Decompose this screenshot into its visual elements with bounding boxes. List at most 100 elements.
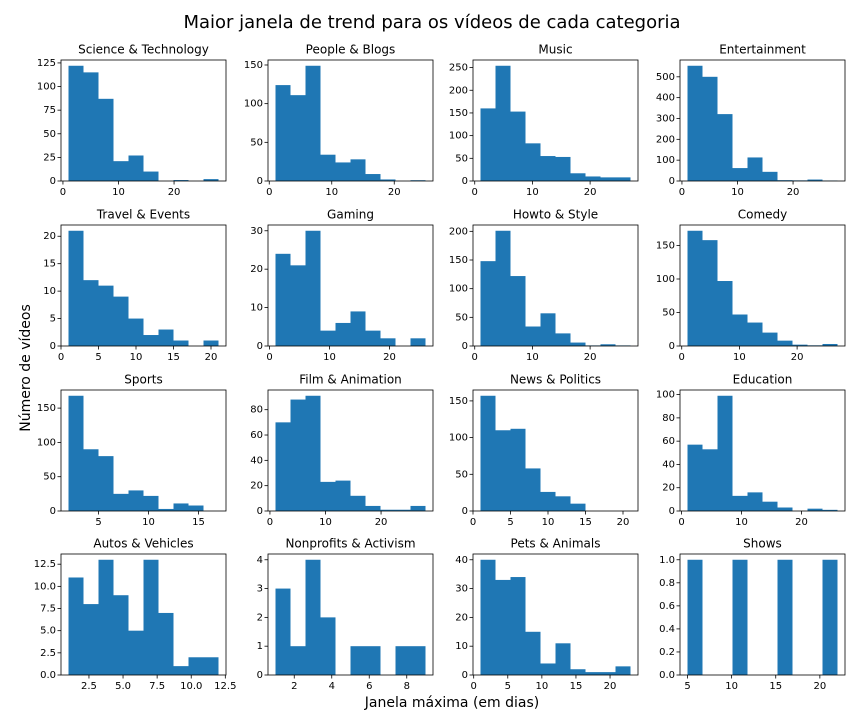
histogram-bar	[570, 669, 586, 675]
histogram-bar	[480, 261, 496, 346]
x-tick-label: 0	[679, 352, 685, 363]
axes-frame	[472, 389, 639, 512]
histogram-bar	[762, 501, 778, 511]
histogram-bar	[380, 179, 396, 181]
histogram-bar	[173, 340, 189, 346]
histogram-bar	[807, 508, 823, 511]
histogram-bar	[83, 72, 99, 181]
x-tick-label: 10	[325, 187, 338, 198]
y-tick-label: 50	[455, 153, 468, 164]
histogram-bar	[143, 335, 159, 346]
y-tick-label: 50	[250, 137, 263, 148]
histogram-bar	[365, 174, 381, 181]
x-tick-label: 4	[329, 681, 335, 692]
histogram-bar	[305, 395, 321, 511]
y-tick-label: 100	[37, 437, 56, 448]
axes-frame	[679, 553, 846, 676]
y-tick-label: 0	[669, 506, 675, 517]
y-tick-label: 0.8	[659, 578, 675, 589]
y-tick-label: 100	[449, 433, 468, 444]
y-axis-label: Número de vídeos	[18, 304, 34, 432]
histogram-bar	[305, 230, 321, 346]
histogram-bar	[410, 505, 426, 511]
histogram-bar	[525, 468, 541, 511]
histogram-bar	[585, 176, 601, 181]
x-tick-label: 0	[679, 187, 685, 198]
subplot-title: Film & Animation	[299, 373, 402, 387]
histogram-bar	[747, 322, 763, 346]
y-tick-label: 30	[250, 226, 263, 237]
histogram-bar	[98, 456, 114, 511]
x-tick-label: 15	[579, 517, 592, 528]
y-tick-label: 0.0	[40, 670, 56, 681]
y-tick-label: 1.0	[659, 555, 675, 566]
x-tick-label: 10	[731, 187, 744, 198]
histogram-bar	[68, 230, 84, 346]
x-tick-label: 20	[205, 352, 218, 363]
y-tick-label: 3	[257, 584, 263, 595]
y-tick-label: 5.0	[40, 626, 56, 637]
histogram-bar	[83, 449, 99, 511]
y-tick-label: 100	[449, 284, 468, 295]
histogram-bar	[480, 559, 496, 675]
y-tick-label: 0.4	[659, 624, 675, 635]
subplot-title: Comedy	[738, 208, 788, 222]
histogram-bar	[540, 156, 556, 181]
y-tick-label: 10.0	[34, 581, 56, 592]
x-tick-label: 20	[584, 352, 597, 363]
y-tick-label: 200	[449, 85, 468, 96]
histogram-bar	[747, 157, 763, 181]
histogram-bar	[555, 333, 571, 346]
histogram-bar	[732, 559, 748, 675]
x-tick-label: 10	[526, 187, 539, 198]
axes-frame	[679, 389, 846, 512]
histogram-bar	[525, 326, 541, 346]
axes-frame	[472, 224, 639, 347]
y-tick-label: 4	[257, 555, 263, 566]
axes-frame	[472, 59, 639, 182]
y-tick-label: 30	[455, 584, 468, 595]
histogram-bar	[687, 444, 703, 511]
x-tick-label: 15	[570, 681, 583, 692]
subplot-title: People & Blogs	[306, 43, 396, 57]
x-tick-label: 10	[735, 517, 748, 528]
y-tick-label: 20	[250, 481, 263, 492]
histogram-bar	[702, 240, 718, 346]
histogram-bar	[143, 171, 159, 181]
y-tick-label: 0	[462, 506, 468, 517]
y-tick-label: 60	[250, 430, 263, 441]
subplot-title: Pets & Animals	[511, 537, 601, 551]
histogram-bar	[717, 395, 733, 511]
y-tick-label: 25	[43, 152, 56, 163]
histogram-bar	[555, 156, 571, 181]
y-tick-label: 0	[669, 341, 675, 352]
subplot-title: Music	[538, 43, 572, 57]
x-axis-label: Janela máxima (em dias)	[364, 695, 539, 711]
x-tick-label: 20	[813, 681, 826, 692]
x-tick-label: 5	[505, 681, 511, 692]
y-tick-label: 60	[662, 436, 675, 447]
histogram-bar	[83, 604, 99, 675]
y-tick-label: 0	[669, 176, 675, 187]
histogram-bar	[600, 344, 616, 346]
histogram-bar	[822, 559, 838, 675]
y-tick-label: 150	[449, 255, 468, 266]
histogram-bar	[395, 646, 411, 675]
histogram-bar	[732, 168, 748, 181]
y-tick-label: 2	[257, 612, 263, 623]
x-tick-label: 2	[291, 681, 297, 692]
x-tick-label: 20	[168, 187, 181, 198]
histogram-bar	[350, 646, 366, 675]
subplot-title: Shows	[743, 537, 782, 551]
x-tick-label: 20	[584, 187, 597, 198]
figure-title: Maior janela de trend para os vídeos de …	[183, 12, 680, 33]
histogram-bar	[290, 399, 306, 511]
histogram-bar	[158, 612, 174, 675]
y-tick-label: 150	[449, 396, 468, 407]
y-tick-label: 20	[43, 231, 56, 242]
histogram-bar	[510, 111, 526, 181]
x-tick-label: 0	[472, 187, 478, 198]
y-tick-label: 150	[244, 60, 263, 71]
histogram-bar	[203, 340, 219, 346]
histogram-bar	[540, 491, 556, 511]
